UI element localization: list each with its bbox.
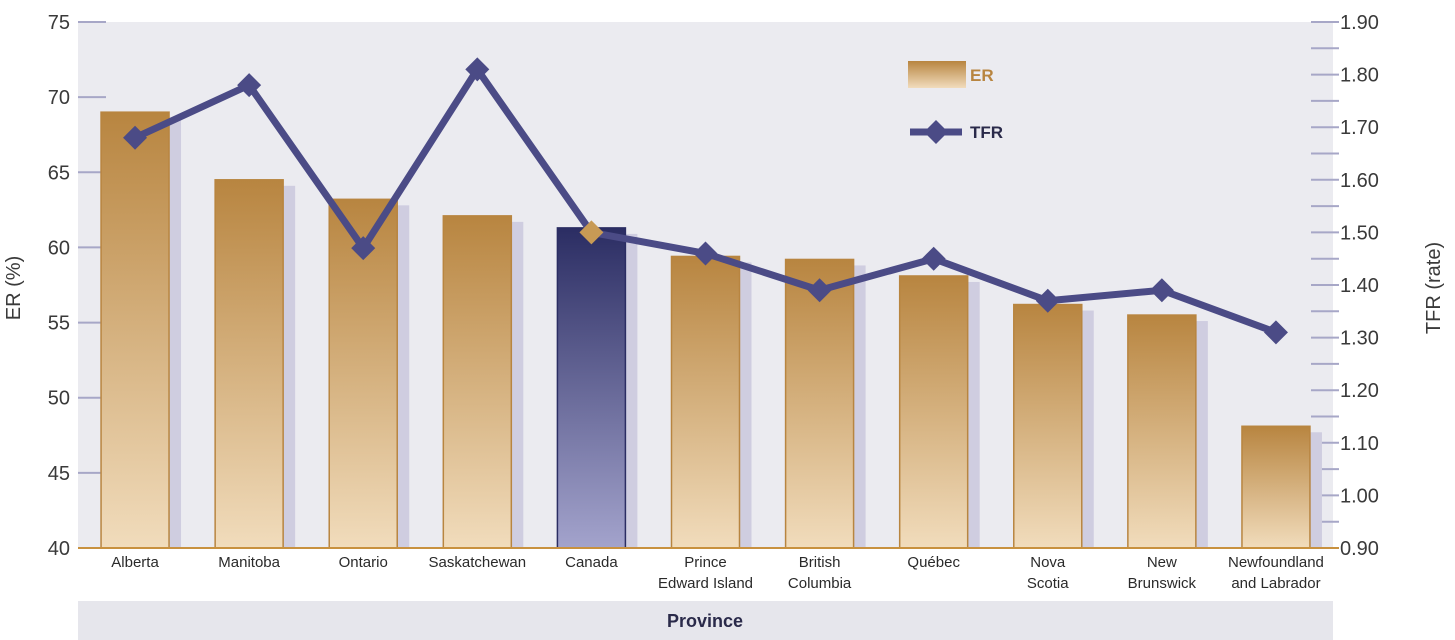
legend: ER TFR — [908, 61, 1003, 144]
er-bar — [1241, 425, 1311, 549]
y2-tick-label: 1.10 — [1340, 433, 1379, 455]
category-label: Nova — [1030, 554, 1066, 571]
category-label: Saskatchewan — [429, 554, 527, 571]
er-bar — [898, 275, 969, 549]
y2-axis-title: TFR (rate) — [1423, 242, 1445, 334]
category-label: Prince — [684, 554, 727, 571]
legend-tfr-marker — [924, 120, 948, 144]
y-tick-label: 55 — [48, 313, 70, 335]
y2-tick-label: 1.60 — [1340, 170, 1379, 192]
y-tick-label: 60 — [48, 237, 70, 259]
er-bar — [556, 227, 627, 549]
er-bar — [1013, 303, 1083, 549]
y2-tick-label: 1.80 — [1340, 65, 1379, 87]
er-bar — [1127, 314, 1197, 549]
er-bar — [214, 179, 284, 549]
category-label: Manitoba — [218, 554, 280, 571]
y-tick-label: 50 — [48, 388, 70, 410]
er-bar — [670, 255, 741, 549]
y-tick-label: 40 — [48, 538, 70, 560]
right-axis: 0.90 1.00 1.10 1.20 1.30 1.40 1.50 1.60 1.70 1.80… — [1311, 12, 1379, 560]
tfr-point — [807, 278, 832, 303]
category-label: Canada — [565, 554, 618, 571]
tfr-point — [237, 73, 262, 98]
category-label: British — [799, 554, 841, 571]
x-axis-title-band — [78, 601, 1333, 640]
y-tick-label: 75 — [48, 12, 70, 34]
category-label: Brunswick — [1128, 575, 1197, 592]
category-label: and Labrador — [1231, 575, 1320, 592]
y2-tick-label: 1.90 — [1340, 12, 1379, 34]
tfr-point — [351, 236, 376, 261]
er-bars — [100, 111, 1322, 549]
y2-tick-label: 0.90 — [1340, 538, 1379, 560]
tfr-point — [1263, 320, 1288, 345]
legend-er-label: ER — [970, 66, 994, 85]
tfr-point — [921, 246, 946, 271]
er-bar — [100, 111, 170, 549]
y-tick-label: 45 — [48, 463, 70, 485]
y2-tick-label: 1.30 — [1340, 328, 1379, 350]
x-axis-title: Province — [667, 611, 743, 631]
er-bar — [784, 258, 855, 549]
category-labels: Alberta Manitoba Ontario Saskatchewan Canada… — [111, 554, 1324, 592]
y2-tick-label: 1.70 — [1340, 117, 1379, 139]
y2-tick-label: 1.00 — [1340, 485, 1379, 507]
tfr-point — [693, 241, 718, 266]
er-bar — [442, 215, 513, 549]
category-label: Edward Island — [658, 575, 753, 592]
y-tick-label: 65 — [48, 162, 70, 184]
tfr-point — [579, 220, 604, 245]
category-label: Ontario — [339, 554, 388, 571]
left-axis: 40 45 50 55 60 65 70 75 — [48, 12, 106, 560]
legend-tfr-label: TFR — [970, 123, 1003, 142]
y-tick-label: 70 — [48, 87, 70, 109]
tfr-line — [123, 57, 1288, 345]
category-label: Columbia — [788, 575, 852, 592]
category-label: Alberta — [111, 554, 159, 571]
tfr-point — [1035, 288, 1060, 313]
category-label: Québec — [907, 554, 960, 571]
category-label: Scotia — [1027, 575, 1069, 592]
category-label: New — [1147, 554, 1177, 571]
y2-tick-label: 1.20 — [1340, 380, 1379, 402]
y-axis-title: ER (%) — [3, 256, 25, 320]
category-label: Newfoundland — [1228, 554, 1324, 571]
legend-er-swatch — [908, 61, 966, 88]
y2-tick-label: 1.50 — [1340, 222, 1379, 244]
tfr-point — [465, 57, 490, 82]
tfr-point — [1149, 278, 1174, 303]
tfr-point — [123, 125, 148, 150]
y2-tick-label: 1.40 — [1340, 275, 1379, 297]
